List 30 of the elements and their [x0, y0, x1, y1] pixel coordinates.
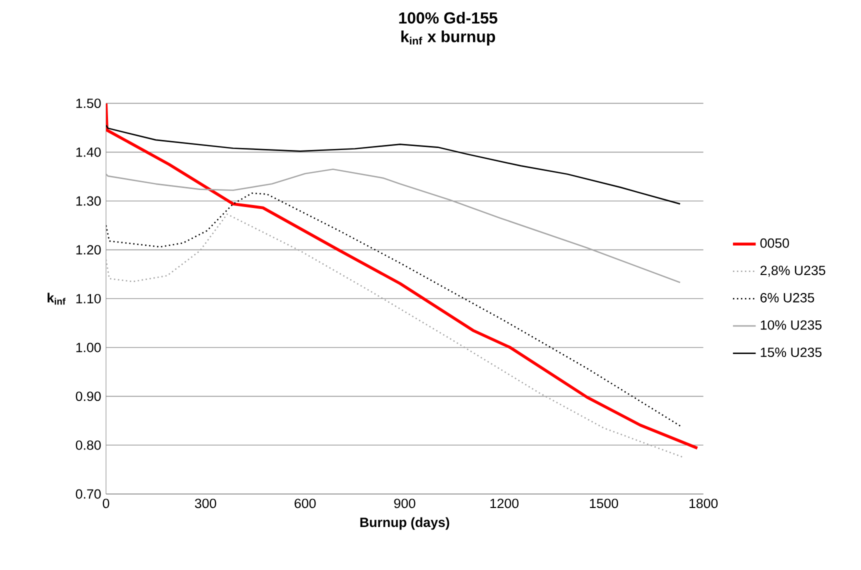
legend-label: 10% U235 [760, 320, 822, 330]
line-series [106, 214, 683, 458]
y-tick-label: 1.50 [76, 98, 101, 108]
line-series [106, 168, 681, 284]
x-tick-label: 600 [294, 498, 316, 508]
x-axis-title: Burnup (days) [360, 517, 450, 530]
legend-label: 15% U235 [760, 348, 822, 358]
y-tick-label: 0.70 [76, 489, 101, 499]
chart-subtitle: k$_{inf}$ x burnup [401, 30, 496, 46]
legend-label: 2,8% U235 [760, 266, 826, 277]
line-series [106, 124, 681, 205]
legend-label: 0050 [760, 238, 789, 248]
line-series [106, 192, 683, 428]
x-tick-label: 300 [194, 498, 216, 508]
y-tick-label: 1.40 [76, 147, 101, 157]
y-tick-label: 1.30 [76, 196, 101, 206]
y-tick-label: 1.00 [76, 342, 101, 352]
y-tick-label: 0.80 [76, 440, 101, 450]
x-tick-label: 900 [394, 498, 416, 508]
y-tick-label: 1.20 [76, 245, 101, 255]
x-tick-label: 0 [102, 498, 110, 508]
y-tick-label: 1.10 [76, 294, 101, 304]
line-series [106, 103, 699, 450]
x-tick-label: 1200 [490, 498, 519, 508]
x-tick-label: 1800 [690, 498, 718, 508]
y-tick-label: 0.90 [76, 392, 101, 402]
chart-title: 100% Gd-155 [399, 12, 498, 24]
x-tick-label: 1500 [590, 498, 618, 508]
legend-label: 6% U235 [760, 293, 814, 302]
y-axis-title: k$_{inf}$ [48, 292, 66, 305]
